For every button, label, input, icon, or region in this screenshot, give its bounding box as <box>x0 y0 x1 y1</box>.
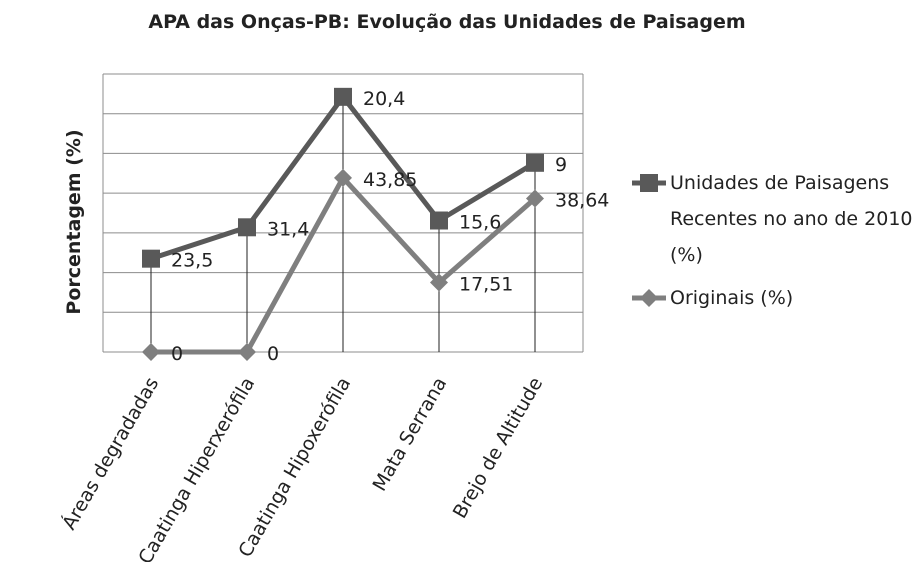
data-label: 17,51 <box>459 273 513 295</box>
legend-label: Originais (%) <box>670 287 794 309</box>
y-axis-label: Porcentagem (%) <box>63 129 85 314</box>
data-label: 20,4 <box>363 88 405 110</box>
data-label: 38,64 <box>555 190 609 212</box>
marker <box>142 343 160 361</box>
marker <box>334 168 352 187</box>
legend-marker <box>640 174 658 192</box>
legend-marker <box>640 289 658 307</box>
data-label: 31,4 <box>267 218 309 240</box>
marker <box>526 189 544 208</box>
marker <box>526 153 544 172</box>
data-label: 43,85 <box>363 169 417 191</box>
marker <box>238 218 256 237</box>
data-label: 0 <box>267 343 279 365</box>
data-label: 9 <box>555 154 567 176</box>
marker <box>142 249 160 268</box>
chart-title: APA das Onças-PB: Evolução das Unidades … <box>148 11 745 33</box>
data-label: 23,5 <box>171 250 213 272</box>
marker <box>430 273 448 292</box>
data-label: 15,6 <box>459 212 501 234</box>
x-tick-label: Áreas degradadas <box>57 373 163 534</box>
x-tick-label: Caatinga Hipoxerófila <box>234 374 355 562</box>
data-label: 0 <box>171 343 183 365</box>
marker <box>238 343 256 361</box>
legend-label: Unidades de Paisagens Recentes no ano de… <box>670 172 912 266</box>
marker <box>430 211 448 230</box>
x-tick-label: Brejo de Altitude <box>449 374 548 523</box>
marker <box>334 87 352 106</box>
x-tick-label: Mata Serrana <box>369 374 452 495</box>
